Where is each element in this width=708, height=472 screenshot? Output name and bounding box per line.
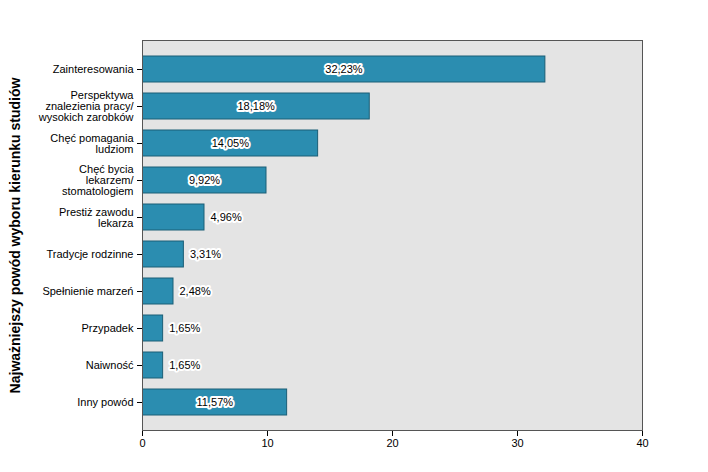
svg-text:Prestiż zawodulekarza: Prestiż zawodulekarza [59,206,134,229]
svg-text:9,92%: 9,92% [189,174,220,186]
svg-text:32,23%: 32,23% [325,63,363,75]
svg-text:Perspektywaznalezienia pracy/w: Perspektywaznalezienia pracy/wysokich za… [38,89,135,123]
svg-text:Chęć bycialekarzem/stomatologi: Chęć bycialekarzem/stomatologiem [62,163,134,197]
svg-text:30: 30 [511,437,523,449]
svg-text:Tradycje rodzinne: Tradycje rodzinne [46,248,133,260]
svg-text:10: 10 [261,437,273,449]
svg-text:11,57%: 11,57% [197,396,234,408]
svg-text:Spełnienie marzeń: Spełnienie marzeń [42,285,133,297]
svg-text:Zainteresowania: Zainteresowania [53,63,135,75]
svg-text:20: 20 [386,437,398,449]
svg-text:Przypadek: Przypadek [82,322,134,334]
svg-text:Inny powód: Inny powód [77,396,133,408]
svg-text:1,65%: 1,65% [169,359,200,371]
svg-text:0: 0 [139,437,145,449]
svg-text:4,96%: 4,96% [211,211,242,223]
svg-text:3,31%: 3,31% [190,248,221,260]
svg-text:Chęć pomaganialudziom: Chęć pomaganialudziom [50,132,134,155]
svg-text:14,05%: 14,05% [212,137,250,149]
svg-text:2,48%: 2,48% [180,285,211,297]
svg-text:1,65%: 1,65% [169,322,200,334]
svg-text:18,18%: 18,18% [237,100,275,112]
svg-text:Naiwność: Naiwność [86,359,134,371]
svg-text:40: 40 [636,437,648,449]
svg-text:Najważniejszy powód wyboru kie: Najważniejszy powód wyboru kierunku stud… [7,77,23,393]
